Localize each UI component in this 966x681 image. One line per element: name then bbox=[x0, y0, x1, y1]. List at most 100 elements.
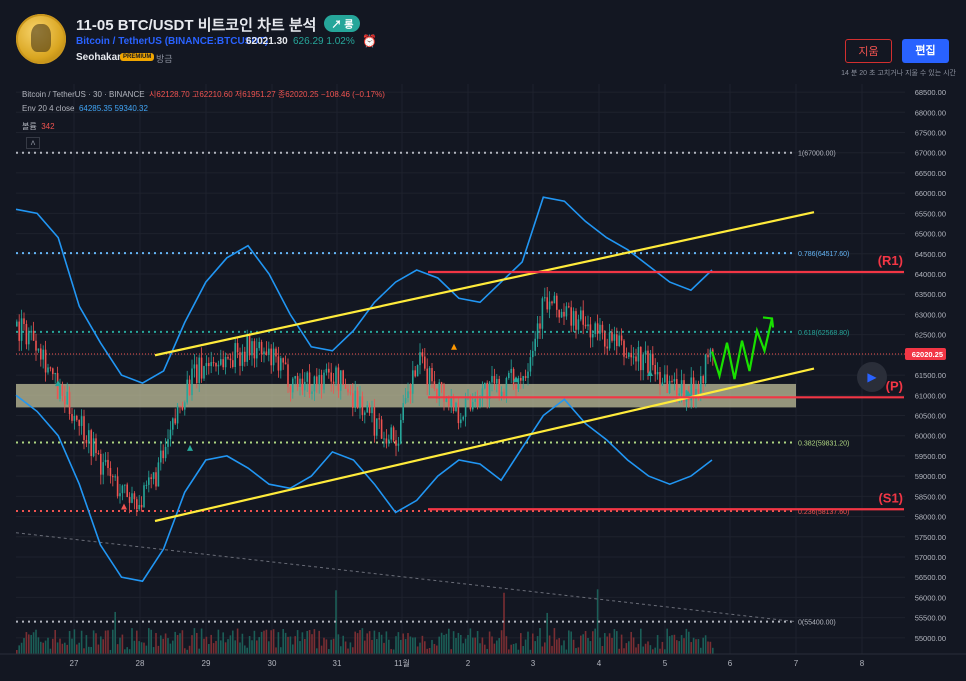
candle-body bbox=[236, 343, 239, 353]
candle-body bbox=[522, 376, 524, 381]
candle-body bbox=[347, 388, 349, 393]
candles bbox=[16, 287, 714, 516]
volume-bar bbox=[306, 630, 308, 654]
price-tick-label: 68000.00 bbox=[915, 108, 946, 117]
candle-body bbox=[419, 352, 421, 366]
volume-bar bbox=[469, 628, 472, 654]
candle-body bbox=[606, 346, 608, 349]
volume-bar bbox=[95, 633, 97, 654]
volume-bar bbox=[92, 630, 95, 654]
price-axis[interactable]: 68500.00 68000.00 67500.00 67000.00 66500.00… bbox=[905, 84, 966, 681]
candle-body bbox=[299, 378, 301, 387]
volume-bar bbox=[263, 630, 265, 654]
candle-body bbox=[479, 398, 481, 407]
author-avatar[interactable] bbox=[16, 14, 66, 64]
candle-body bbox=[709, 349, 712, 358]
candle-body bbox=[460, 419, 462, 424]
signal-marker bbox=[121, 503, 127, 510]
volume-bar bbox=[184, 648, 186, 654]
candle-body bbox=[635, 356, 637, 362]
candle-body bbox=[157, 462, 160, 487]
candle-body bbox=[402, 403, 404, 421]
candle-body bbox=[76, 415, 78, 420]
candle-body bbox=[148, 477, 150, 485]
candle-body bbox=[690, 377, 692, 401]
volume-bar bbox=[661, 641, 664, 654]
volume-bar bbox=[625, 643, 628, 654]
volume-bar bbox=[620, 634, 623, 654]
volume-bar bbox=[383, 642, 385, 654]
volume-bar bbox=[548, 635, 551, 654]
volume-bar bbox=[505, 636, 508, 654]
volume-bar bbox=[71, 638, 73, 654]
volume-bar bbox=[407, 633, 409, 654]
volume-bar bbox=[445, 633, 448, 654]
volume-bar bbox=[292, 644, 294, 654]
legend-ohlc: Bitcoin / TetherUS · 30 · BINANCE 시62128… bbox=[22, 89, 385, 100]
alarm-clock-icon[interactable]: ⏰ bbox=[362, 34, 377, 48]
volume-bar bbox=[49, 648, 52, 654]
volume-bar bbox=[342, 635, 344, 654]
symbol-link[interactable]: Bitcoin / TetherUS (BINANCE:BTCUSDT) bbox=[76, 36, 269, 47]
chevron-up-icon[interactable]: ˄ bbox=[26, 137, 40, 149]
volume-bar bbox=[700, 647, 702, 654]
volume-bar bbox=[359, 630, 361, 654]
volume-bar bbox=[452, 631, 455, 654]
last-price-label: 62020.25 bbox=[912, 350, 943, 359]
volume-bar bbox=[392, 649, 395, 654]
candle-body bbox=[548, 301, 551, 310]
candle-body bbox=[92, 438, 95, 457]
candle-body bbox=[20, 318, 23, 341]
candle-body bbox=[683, 380, 685, 402]
candle-body bbox=[428, 368, 431, 385]
candle-body bbox=[140, 504, 143, 508]
volume-bar bbox=[692, 637, 695, 654]
signal-marker bbox=[55, 380, 61, 387]
candle-body bbox=[517, 377, 520, 390]
author-name[interactable]: Seohakant bbox=[76, 52, 127, 63]
volume-bar bbox=[637, 643, 640, 654]
time-axis[interactable]: 27 28 29 30 31 11월 2 3 4 5 6 7 8 bbox=[0, 653, 966, 668]
time-tick-label: 28 bbox=[136, 659, 145, 668]
volume-bar bbox=[632, 637, 635, 654]
time-tick-label: 7 bbox=[794, 659, 799, 668]
pivot-lines[interactable]: (R1) (P) (S1) bbox=[428, 253, 904, 511]
price-tick-label: 61000.00 bbox=[915, 391, 946, 400]
volume-bar bbox=[316, 648, 318, 654]
volume-bar bbox=[229, 635, 232, 654]
volume-bar bbox=[179, 633, 181, 654]
candle-body bbox=[169, 429, 172, 440]
candle-body bbox=[493, 376, 496, 384]
volume-bar bbox=[54, 630, 56, 654]
candle-body bbox=[143, 485, 145, 508]
candle-body bbox=[114, 476, 116, 478]
candle-body bbox=[496, 378, 498, 384]
price-tick-label: 55500.00 bbox=[915, 614, 946, 623]
candle-body bbox=[342, 370, 344, 385]
candle-body bbox=[630, 352, 632, 358]
candle-body bbox=[128, 496, 131, 503]
volume-bar bbox=[155, 633, 157, 654]
last-price-tag bbox=[905, 348, 946, 361]
volume-bar bbox=[119, 637, 121, 654]
price-chart[interactable]: 1(67000.00) 0.786(64517.60) 0.618(62568.80… bbox=[0, 84, 966, 681]
volume-bar bbox=[35, 629, 37, 654]
volume-bar bbox=[289, 636, 292, 654]
delete-button[interactable]: 지움 bbox=[845, 39, 892, 63]
candle-body bbox=[668, 380, 671, 393]
volume-bar bbox=[152, 647, 155, 654]
volume-bar bbox=[515, 643, 517, 654]
play-icon[interactable]: ▶ bbox=[857, 362, 887, 392]
forecast-path[interactable] bbox=[710, 316, 775, 381]
candle-body bbox=[306, 372, 308, 382]
volume-bar bbox=[308, 630, 311, 654]
candle-body bbox=[544, 297, 546, 299]
candle-body bbox=[282, 358, 284, 363]
edit-button[interactable]: 편집 bbox=[902, 39, 949, 63]
volume-bar bbox=[313, 629, 316, 654]
volume-bar bbox=[635, 647, 637, 654]
volume-bar bbox=[613, 629, 616, 654]
candle-body bbox=[352, 393, 354, 408]
volume-bar bbox=[436, 645, 438, 654]
trend-channel[interactable] bbox=[154, 211, 815, 523]
